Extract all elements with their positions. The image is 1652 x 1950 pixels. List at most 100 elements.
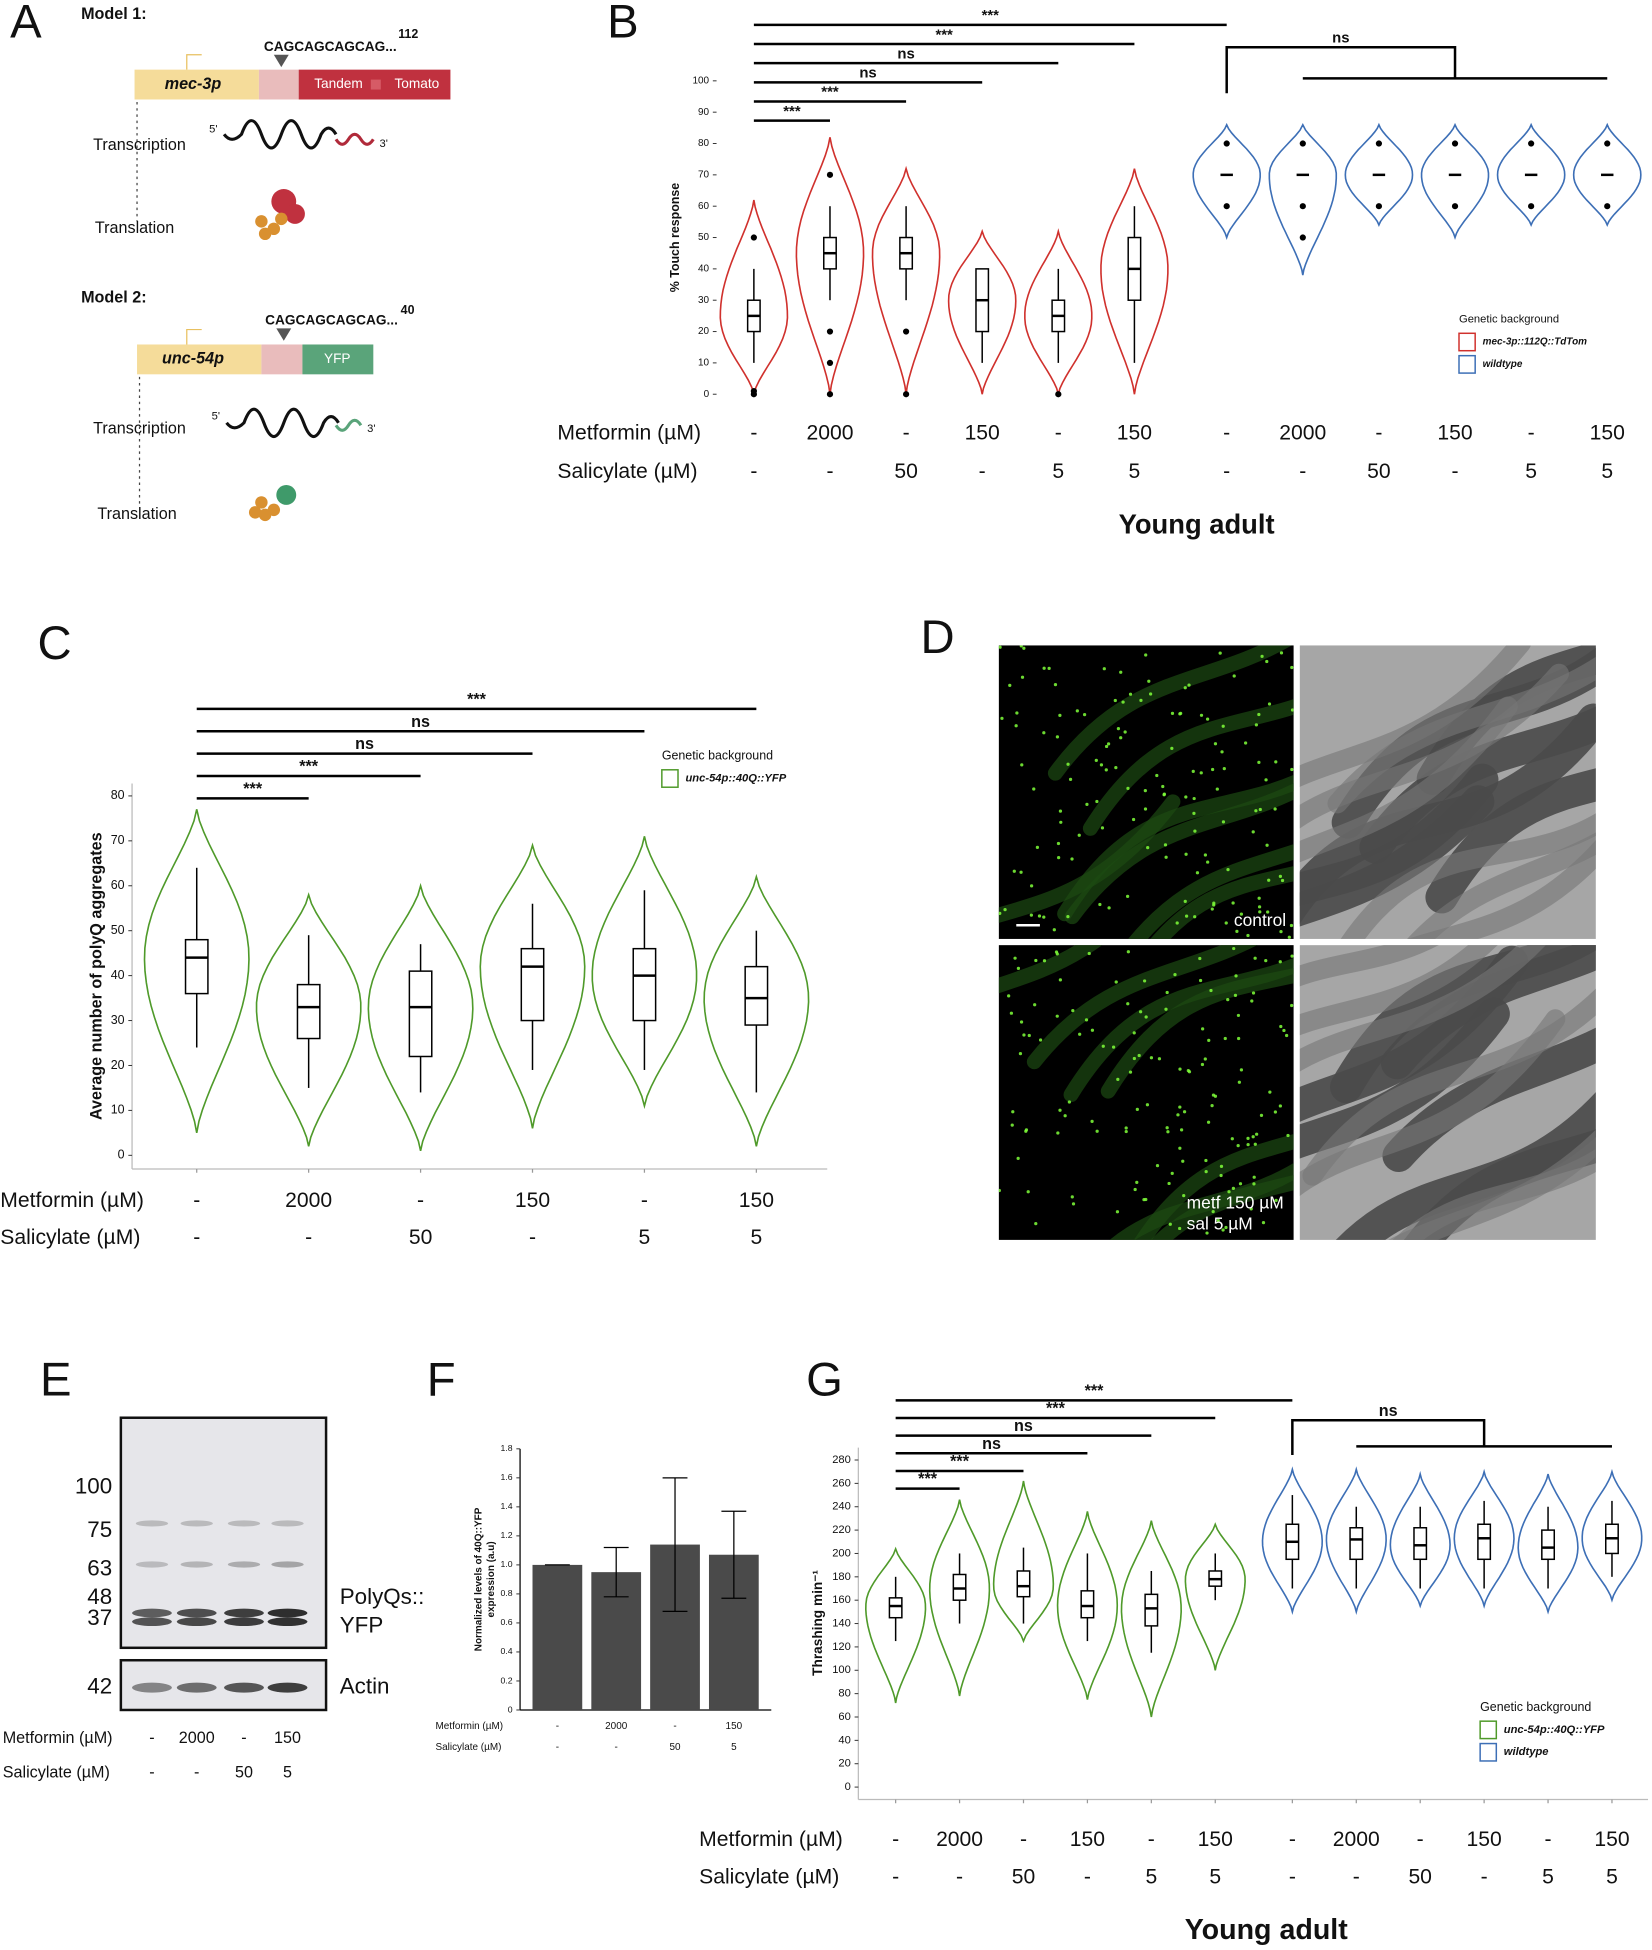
aggregate bbox=[1011, 1110, 1015, 1114]
aggregate bbox=[1101, 1044, 1105, 1048]
condition-label: - bbox=[750, 422, 757, 445]
aggregate bbox=[1165, 1126, 1169, 1130]
aggregate bbox=[1179, 711, 1183, 715]
y-tick-label: 0 bbox=[845, 1781, 851, 1793]
significance-label: *** bbox=[982, 7, 1000, 24]
aggregate bbox=[1212, 903, 1216, 907]
condition-label: - bbox=[892, 1865, 899, 1888]
mrna-tag bbox=[334, 418, 363, 432]
aggregate bbox=[1058, 713, 1062, 717]
band bbox=[132, 1608, 172, 1618]
worm bbox=[1082, 699, 1294, 836]
polyq-box bbox=[261, 344, 303, 375]
y-tick-label: 260 bbox=[832, 1477, 851, 1489]
y-tick-label: 10 bbox=[111, 1103, 125, 1117]
aggregate bbox=[1290, 1003, 1294, 1008]
condition-label: - bbox=[1528, 422, 1535, 445]
condition-label: - bbox=[1223, 422, 1230, 445]
aggregate bbox=[1026, 1190, 1030, 1194]
western-blot: 100 75 63 48 37 42 PolyQs:: YFP Actin Me… bbox=[3, 1416, 424, 1782]
violin bbox=[1268, 122, 1338, 276]
aggregate bbox=[1070, 1195, 1074, 1199]
condition-label: - bbox=[1375, 422, 1382, 445]
band bbox=[224, 1682, 264, 1693]
y-axis-title: Thrashing min⁻¹ bbox=[810, 1570, 825, 1676]
y-tick-label: 1.0 bbox=[501, 1559, 513, 1569]
condition-label: 50 bbox=[409, 1226, 433, 1249]
aggregate bbox=[1000, 716, 1004, 720]
condition-label: 5 bbox=[750, 1226, 762, 1249]
legend-swatch bbox=[1458, 354, 1476, 374]
box bbox=[1016, 1570, 1031, 1598]
y-tick-label: 0 bbox=[118, 1148, 125, 1162]
condition-label: 150 bbox=[1117, 422, 1152, 445]
y-tick-label: 70 bbox=[111, 833, 125, 847]
aggregate bbox=[1119, 736, 1123, 740]
condition-label: - bbox=[641, 1189, 648, 1212]
aggregate bbox=[1246, 933, 1250, 938]
outlier bbox=[826, 328, 834, 335]
condition-label: - bbox=[956, 1865, 963, 1888]
condition-label: 50 bbox=[235, 1764, 253, 1782]
aggregate bbox=[1231, 901, 1235, 905]
aggregate bbox=[1148, 692, 1153, 696]
aggregate bbox=[1139, 698, 1143, 702]
outlier bbox=[1375, 140, 1383, 147]
aggregate bbox=[1268, 1090, 1272, 1094]
condition-label: - bbox=[1084, 1865, 1091, 1888]
y-tick-label: 0 bbox=[704, 389, 710, 400]
band bbox=[132, 1682, 172, 1693]
aggregate bbox=[1013, 956, 1017, 960]
aggregate bbox=[1170, 1171, 1174, 1175]
aggregate bbox=[1274, 760, 1278, 764]
aggregate bbox=[1246, 1136, 1250, 1141]
significance-label: ns bbox=[355, 735, 374, 753]
promoter-arrow bbox=[186, 54, 202, 70]
aggregate bbox=[1056, 841, 1061, 846]
aggregate bbox=[1285, 1033, 1289, 1038]
aggregate bbox=[1290, 665, 1294, 670]
aggregate bbox=[1210, 907, 1214, 911]
aggregate bbox=[1179, 1128, 1184, 1132]
condition-name: Metformin (µM) bbox=[699, 1828, 843, 1851]
ladder-label: 42 bbox=[87, 1674, 112, 1699]
aggregate bbox=[1126, 950, 1130, 954]
significance-label: ns bbox=[859, 65, 876, 82]
outlier bbox=[1528, 203, 1535, 210]
condition-label: - bbox=[149, 1764, 154, 1782]
aggregate bbox=[1178, 1067, 1182, 1071]
condition-label: - bbox=[193, 1226, 200, 1249]
significance-bracket bbox=[1225, 46, 1608, 94]
aggregate bbox=[1057, 855, 1061, 860]
aggregate bbox=[1193, 829, 1197, 833]
aggregate bbox=[1239, 1068, 1244, 1072]
condition-name: Metformin (µM) bbox=[3, 1729, 113, 1747]
panel-label: C bbox=[38, 617, 72, 670]
mrna bbox=[222, 119, 338, 150]
aggregate bbox=[1084, 1018, 1089, 1022]
condition-label: 150 bbox=[274, 1729, 301, 1747]
aggregate bbox=[1161, 784, 1165, 789]
legend-label: unc-54p::40Q::YFP bbox=[685, 772, 786, 784]
x-axis-title: Young adult bbox=[1119, 508, 1275, 539]
step: Transcription bbox=[93, 136, 186, 154]
band-label: Actin bbox=[340, 1674, 390, 1699]
band bbox=[180, 1561, 213, 1568]
aggregate bbox=[1035, 845, 1040, 849]
aggregate bbox=[1113, 698, 1117, 703]
aggregate bbox=[1144, 653, 1148, 657]
violin bbox=[1517, 1473, 1579, 1615]
aggregate bbox=[1090, 1119, 1094, 1123]
aggregate bbox=[1204, 1158, 1208, 1163]
significance-label: *** bbox=[467, 690, 487, 708]
condition-label: 2000 bbox=[936, 1828, 983, 1851]
aggregate bbox=[1210, 1103, 1214, 1108]
aggregate bbox=[1155, 773, 1159, 778]
aggregate bbox=[1279, 651, 1284, 655]
box bbox=[1477, 1523, 1492, 1561]
aggregate bbox=[1211, 1209, 1215, 1214]
outlier bbox=[826, 391, 834, 398]
aggregate bbox=[1007, 994, 1011, 998]
aggregate bbox=[1042, 666, 1046, 670]
condition-label: - bbox=[750, 460, 757, 483]
